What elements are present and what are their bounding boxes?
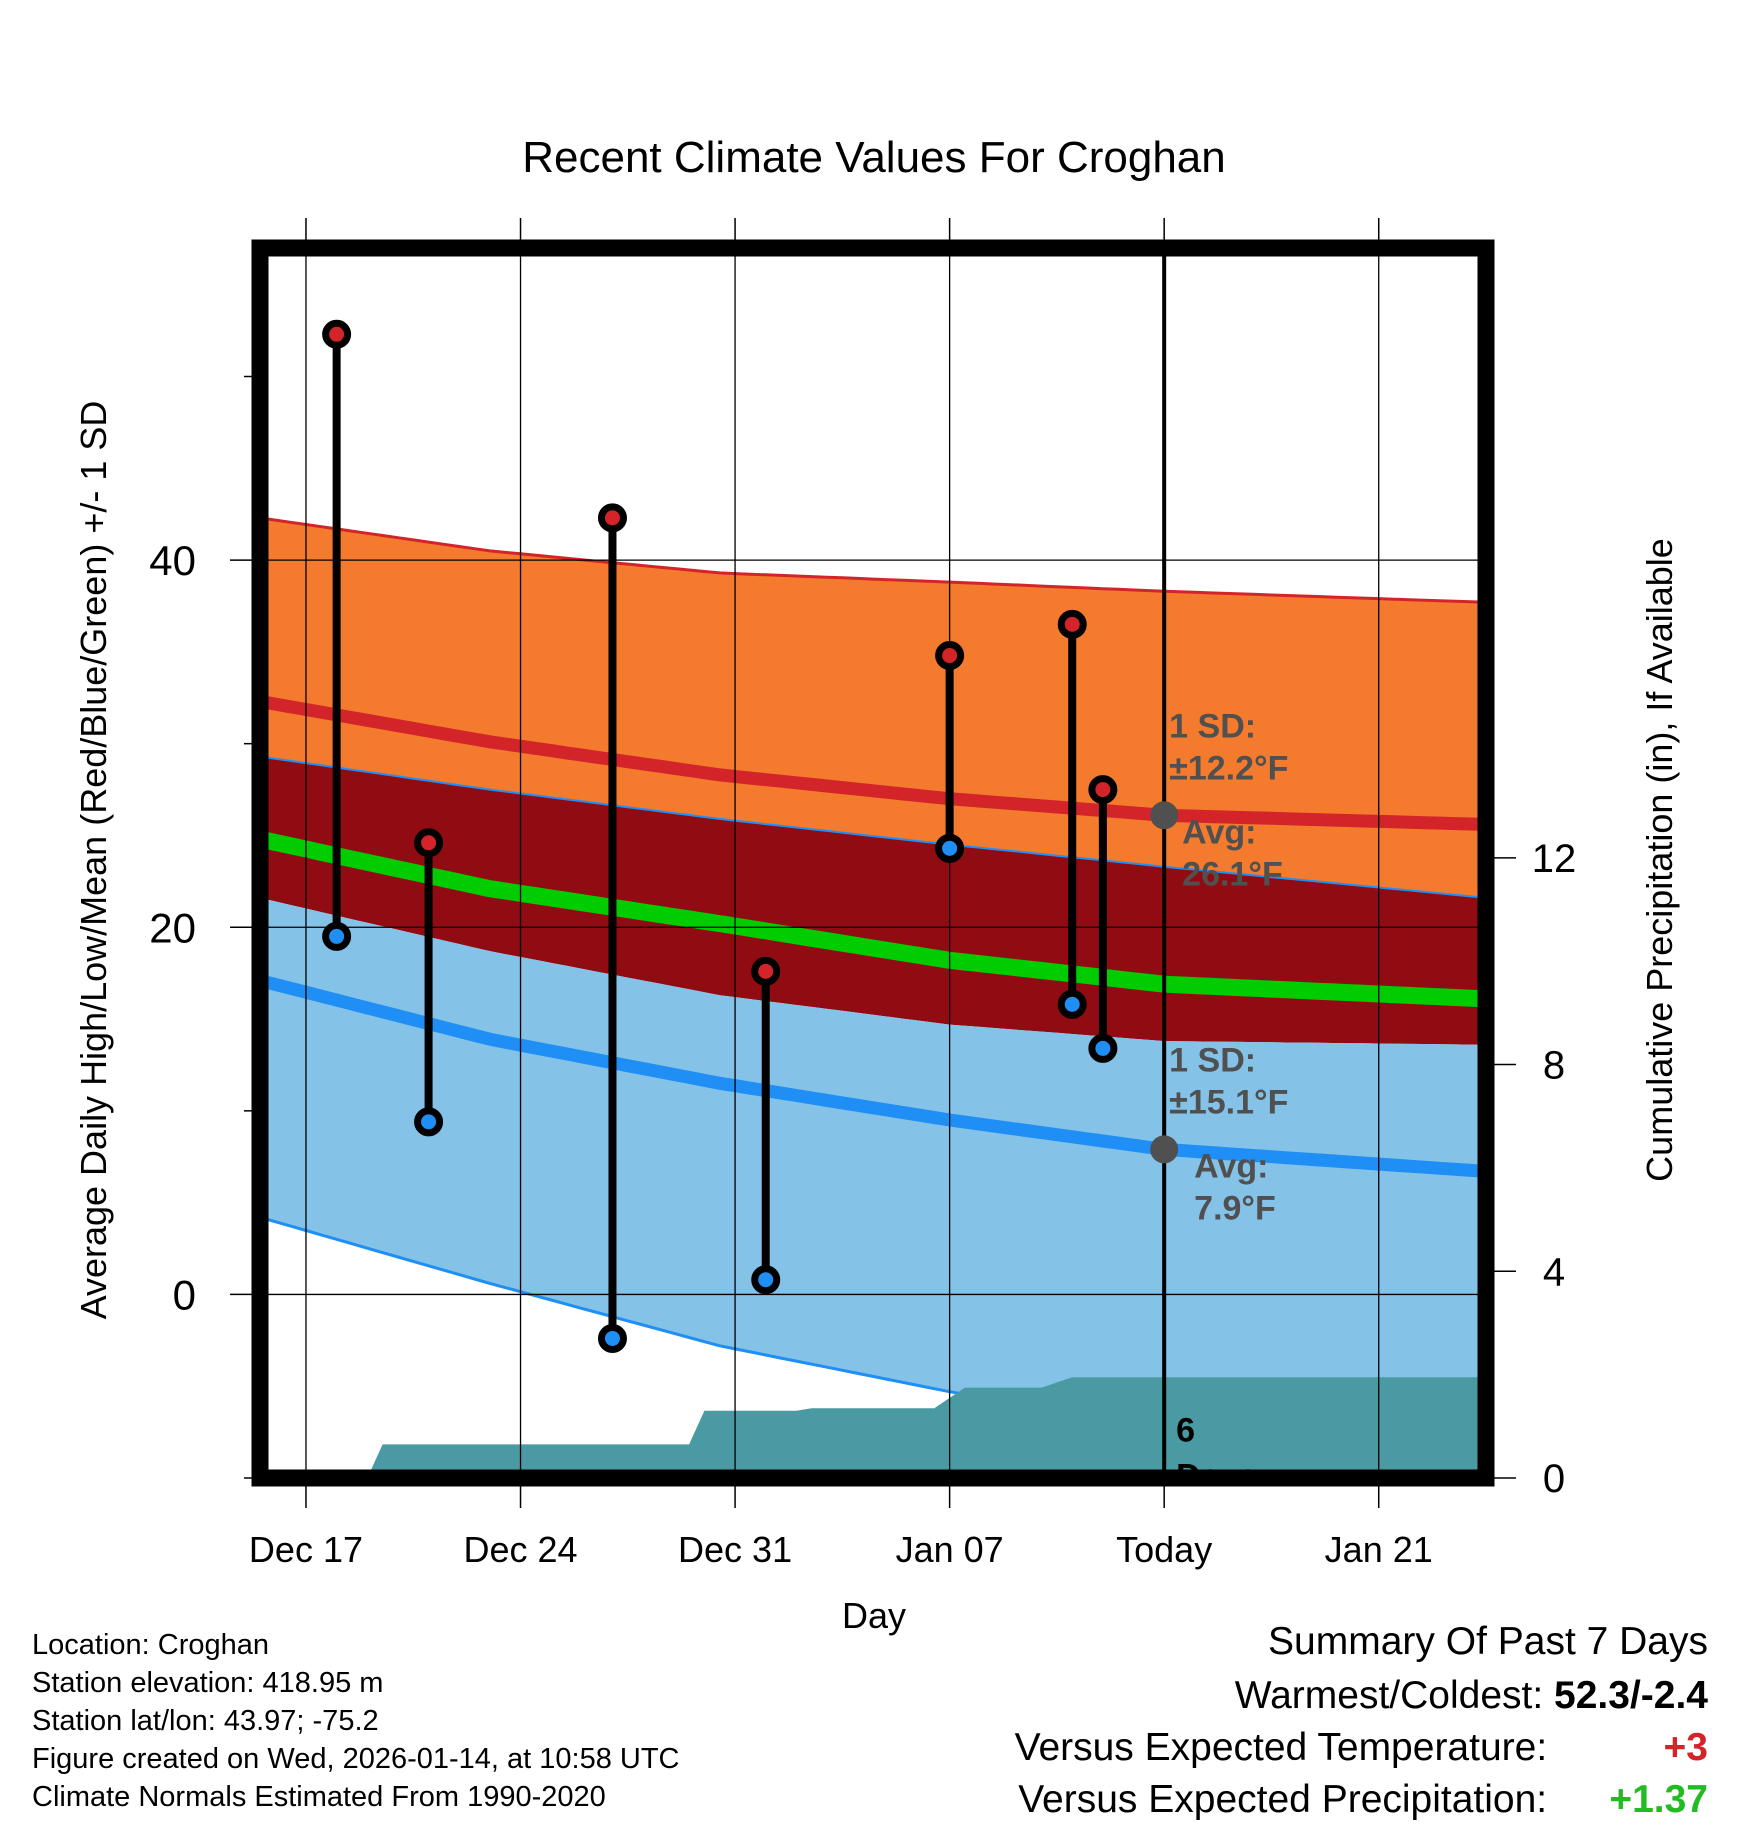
y-left-tick-label: 20 bbox=[149, 904, 196, 951]
y-left-tick-label: 0 bbox=[173, 1271, 196, 1318]
y-axis-label-right: Cumulative Precipitation (in), If Availa… bbox=[1639, 538, 1680, 1182]
summary-precip: Versus Expected Precipitation: +1.37 bbox=[1015, 1774, 1708, 1826]
high-minus-sd-line bbox=[260, 755, 1486, 899]
precip-value: +1.37 bbox=[1609, 1778, 1708, 1821]
summary-warm-cold: Warmest/Coldest: 52.3/-2.4 bbox=[1015, 1670, 1708, 1722]
x-tick-label: Dec 31 bbox=[678, 1529, 792, 1570]
summary-temp: Versus Expected Temperature: +3 bbox=[1015, 1722, 1708, 1774]
y-right-tick-label: 8 bbox=[1543, 1044, 1565, 1088]
x-tick-label: Dec 17 bbox=[249, 1529, 363, 1570]
warm-cold-value: 52.3/-2.4 bbox=[1554, 1674, 1708, 1717]
low-sd-label: 1 SD: bbox=[1169, 1041, 1256, 1079]
plot-area: 1 SD: ±12.2°F Avg: 26.1°F 1 SD: ±15.1°F Avg: 7.… bbox=[149, 218, 1576, 1570]
location-text: Location: Croghan bbox=[32, 1629, 269, 1661]
observed-high-point bbox=[1088, 775, 1118, 805]
low-sd-band bbox=[260, 897, 1486, 1478]
observed-high-point bbox=[751, 956, 781, 986]
x-tick-label: Jan 07 bbox=[896, 1529, 1004, 1570]
y-right-tick-label: 12 bbox=[1532, 837, 1577, 881]
high-sd-value: ±12.2°F bbox=[1169, 749, 1288, 787]
precip-label: Versus Expected Precipitation: bbox=[1018, 1778, 1548, 1821]
temp-value: +3 bbox=[1663, 1726, 1708, 1769]
latlon-text: Station lat/lon: 43.97; -75.2 bbox=[32, 1705, 379, 1737]
high-avg-value: 26.1°F bbox=[1182, 855, 1283, 893]
normal-high-line bbox=[260, 694, 1486, 831]
low-sd-value: ±15.1°F bbox=[1169, 1083, 1288, 1121]
observed-low-point bbox=[1088, 1033, 1118, 1063]
y-left-tick-label: 40 bbox=[149, 537, 196, 584]
x-tick-label: Dec 24 bbox=[463, 1529, 577, 1570]
observed-low-point bbox=[935, 833, 965, 863]
high-avg-label: Avg: bbox=[1182, 813, 1256, 851]
observed-high-point bbox=[1057, 609, 1087, 639]
observed-high-point bbox=[597, 503, 627, 533]
warm-cold-label: Warmest/Coldest: bbox=[1234, 1674, 1544, 1717]
plot-frame bbox=[251, 239, 1495, 1487]
x-tick-label: Today bbox=[1116, 1529, 1212, 1570]
observed-low-point bbox=[597, 1323, 627, 1353]
high-sd-band bbox=[260, 517, 1486, 898]
observed-high-point bbox=[414, 828, 444, 858]
precipitation-area bbox=[367, 1377, 1486, 1478]
summary-panel: Summary Of Past 7 Days Warmest/Coldest: … bbox=[1015, 1620, 1708, 1826]
normal-mean-line bbox=[260, 830, 1486, 1008]
observed-high-point bbox=[322, 319, 352, 349]
observed-high-point bbox=[935, 641, 965, 671]
observed-low-point bbox=[1057, 989, 1087, 1019]
normals-text: Climate Normals Estimated From 1990-2020 bbox=[32, 1781, 606, 1813]
normal-low-line bbox=[260, 974, 1486, 1178]
y-right-tick-label: 4 bbox=[1543, 1250, 1565, 1294]
today-low-avg-marker bbox=[1150, 1135, 1179, 1164]
high-sd-label: 1 SD: bbox=[1169, 707, 1256, 745]
created-text: Figure created on Wed, 2026-01-14, at 10… bbox=[32, 1743, 680, 1775]
plot-content: 1 SD: ±12.2°F Avg: 26.1°F 1 SD: ±15.1°F Avg: 7.… bbox=[260, 248, 1486, 1478]
summary-title: Summary Of Past 7 Days bbox=[1268, 1620, 1708, 1663]
low-avg-label: Avg: bbox=[1194, 1147, 1268, 1185]
low-avg-value: 7.9°F bbox=[1194, 1189, 1276, 1227]
observed-low-point bbox=[751, 1265, 781, 1295]
elevation-text: Station elevation: 418.95 m bbox=[32, 1667, 384, 1699]
days-count-label: 6 bbox=[1176, 1411, 1195, 1449]
chart-title: Recent Climate Values For Croghan bbox=[522, 133, 1226, 182]
high-plus-sd-line bbox=[260, 516, 1486, 604]
observed-low-point bbox=[322, 921, 352, 951]
observed-low-point bbox=[414, 1107, 444, 1137]
station-info: Location: Croghan Station elevation: 418… bbox=[32, 1626, 680, 1816]
mean-band bbox=[260, 756, 1486, 1045]
today-high-avg-marker bbox=[1150, 801, 1179, 830]
x-tick-label: Jan 21 bbox=[1325, 1529, 1433, 1570]
x-axis-label: Day bbox=[842, 1595, 906, 1636]
y-right-tick-label: 0 bbox=[1543, 1457, 1565, 1501]
temp-label: Versus Expected Temperature: bbox=[1014, 1726, 1548, 1769]
y-axis-label-left: Average Daily High/Low/Mean (Red/Blue/Gr… bbox=[73, 401, 114, 1320]
